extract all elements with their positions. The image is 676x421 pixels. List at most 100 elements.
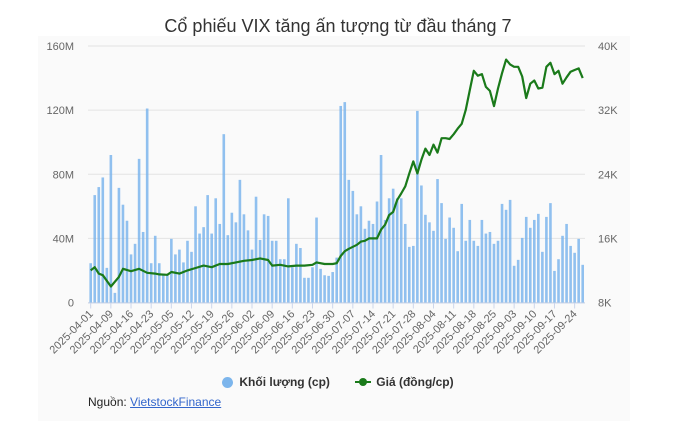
volume-bar	[121, 204, 125, 303]
volume-bar	[403, 223, 407, 303]
volume-bar	[569, 245, 572, 303]
volume-bar	[456, 251, 459, 303]
right-axis-tick-label: 16K	[598, 233, 618, 245]
volume-bar	[299, 247, 302, 303]
right-axis-tick-label: 8K	[598, 298, 612, 310]
left-axis-tick-label: 0	[68, 298, 74, 310]
volume-bar	[230, 212, 234, 303]
volume-bar	[476, 245, 480, 303]
volume-bar	[319, 268, 322, 303]
volume-bar	[311, 267, 314, 303]
volume-bar	[282, 259, 286, 303]
volume-bar	[460, 203, 464, 303]
volume-bar	[359, 206, 363, 303]
legend: Khối lượng (cp) Giá (đồng/cp)	[0, 374, 676, 389]
volume-bar	[549, 203, 552, 303]
volume-bar	[129, 254, 133, 303]
volume-bar	[258, 239, 262, 303]
volume-bar	[254, 196, 258, 303]
volume-bar	[186, 240, 189, 303]
volume-bar	[157, 263, 161, 303]
volume-bar	[500, 203, 504, 303]
volume-bar	[472, 240, 476, 303]
volume-bar	[182, 262, 185, 303]
legend-item-volume[interactable]: Khối lượng (cp)	[222, 374, 330, 389]
volume-bar	[242, 214, 246, 303]
volume-bar	[524, 216, 528, 303]
volume-bar	[395, 198, 399, 303]
volume-bar	[399, 198, 403, 303]
volume-bar	[545, 216, 548, 303]
volume-bar	[440, 203, 443, 303]
volume-bar	[307, 277, 310, 303]
volume-bar	[145, 108, 149, 303]
volume-bar	[105, 267, 109, 303]
volume-bar	[407, 246, 411, 303]
volume-bar	[97, 187, 101, 303]
volume-bar	[436, 179, 439, 303]
legend-item-price[interactable]: Giá (đồng/cp)	[333, 374, 454, 389]
volume-bar	[117, 187, 121, 303]
volume-bar	[347, 179, 351, 303]
volume-bar	[432, 230, 435, 303]
volume-bar	[516, 259, 520, 303]
volume-bar	[190, 251, 193, 303]
volume-bar	[424, 214, 427, 303]
volume-bar	[412, 245, 415, 303]
volume-bar	[484, 233, 488, 303]
volume-bar	[355, 214, 359, 303]
volume-bar	[206, 195, 209, 303]
volume-bar	[89, 263, 92, 303]
volume-bar	[557, 259, 560, 303]
source-link[interactable]: VietstockFinance	[130, 395, 222, 409]
left-axis-tick-label: 40M	[53, 233, 74, 245]
volume-bar	[315, 217, 318, 303]
volume-bar	[452, 227, 455, 303]
volume-bar	[303, 277, 306, 303]
left-axis-tick-label: 80M	[53, 169, 74, 181]
volume-bar	[161, 273, 165, 303]
volume-bar	[141, 231, 145, 303]
volume-bar	[553, 270, 556, 303]
volume-bar	[198, 233, 201, 303]
volume-bar	[109, 155, 113, 303]
volume-bar	[327, 275, 330, 303]
volume-bar	[214, 198, 218, 303]
volume-bar	[520, 237, 524, 303]
volume-bar	[383, 219, 387, 303]
volume-bar	[375, 201, 379, 303]
volume-bar	[367, 220, 371, 303]
volume-bar	[444, 238, 447, 303]
volume-bar	[492, 243, 496, 303]
volume-bar	[508, 199, 512, 303]
volume-bar	[101, 177, 105, 303]
volume-bar	[496, 240, 500, 303]
volume-bar	[577, 238, 580, 303]
volume-bar	[246, 230, 250, 303]
right-axis-tick-label: 40K	[598, 41, 618, 53]
volume-bar	[149, 263, 153, 303]
volume-bar	[174, 254, 177, 303]
volume-bar	[137, 158, 141, 303]
volume-bar	[541, 251, 544, 303]
volume-bar	[222, 134, 226, 303]
volume-bar	[573, 252, 576, 303]
volume-bar	[416, 110, 419, 303]
volume-bar	[166, 275, 169, 303]
volume-bar	[125, 220, 129, 303]
volume-bar	[448, 217, 451, 303]
volume-bar	[343, 102, 347, 303]
right-axis-tick-label: 32K	[598, 105, 618, 117]
volume-dot-icon	[222, 376, 234, 388]
volume-bar	[468, 219, 472, 303]
volume-bar	[581, 264, 584, 303]
volume-bar	[226, 235, 230, 303]
volume-bar	[561, 235, 564, 303]
volume-bar	[391, 188, 395, 303]
volume-bar	[113, 292, 117, 303]
volume-bar	[93, 195, 97, 303]
chart-title: Cổ phiếu VIX tăng ấn tượng từ đầu tháng …	[164, 16, 512, 36]
volume-bar	[250, 249, 254, 303]
volume-bar	[295, 243, 298, 303]
volume-bar	[133, 243, 137, 303]
